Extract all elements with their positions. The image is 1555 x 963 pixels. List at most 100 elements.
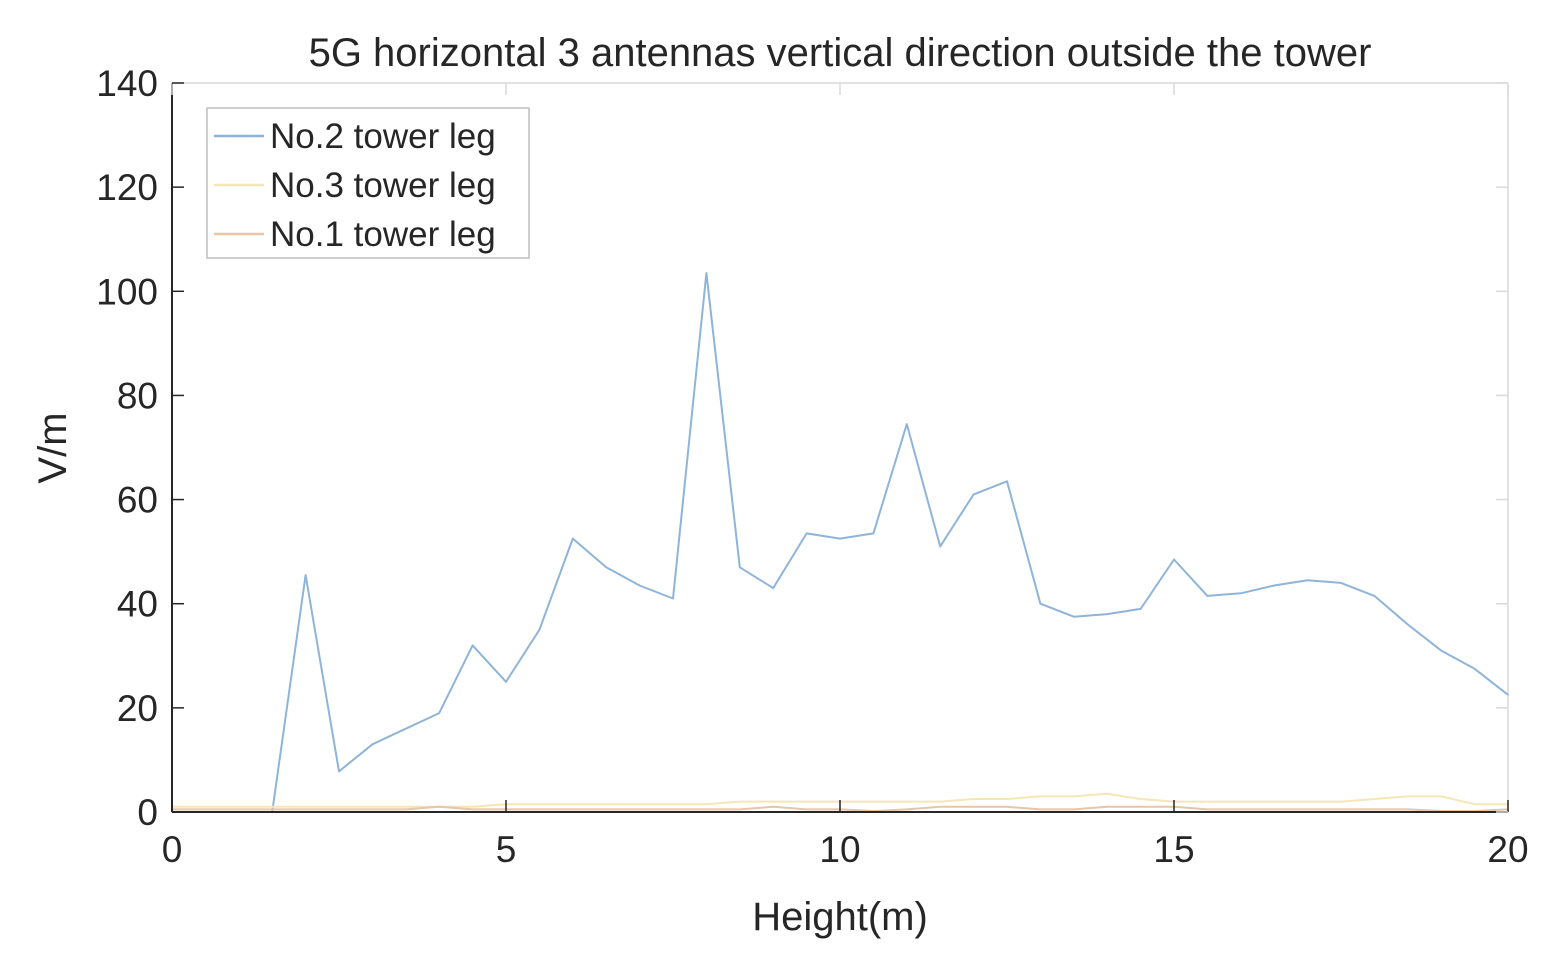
- data-point: [739, 800, 741, 803]
- data-point: [1206, 800, 1209, 803]
- data-point: [1206, 808, 1209, 811]
- data-point: [204, 806, 207, 808]
- data-point: [705, 808, 708, 811]
- y-tick-label: 120: [96, 167, 158, 208]
- legend-label: No.3 tower leg: [270, 166, 496, 205]
- data-point: [605, 808, 607, 811]
- data-point: [538, 808, 541, 811]
- data-point: [338, 808, 340, 811]
- data-point: [304, 808, 307, 811]
- data-point: [304, 574, 307, 576]
- data-point: [1073, 808, 1075, 811]
- data-point: [1340, 582, 1342, 584]
- y-tick-label: 100: [96, 271, 158, 312]
- data-point: [1039, 602, 1042, 605]
- data-point: [839, 537, 841, 540]
- y-axis-label: V/m: [31, 412, 75, 483]
- data-point: [638, 803, 641, 805]
- data-point: [906, 423, 908, 425]
- data-point: [972, 798, 975, 800]
- data-point: [1407, 808, 1409, 811]
- data-point: [638, 584, 641, 587]
- legend-label: No.1 tower leg: [270, 215, 496, 254]
- data-point: [1139, 608, 1142, 610]
- data-point: [338, 806, 340, 808]
- x-tick-label: 20: [1487, 829, 1528, 870]
- legend-items: No.2 tower leg No.3 tower leg No.1 tower l…: [214, 117, 496, 254]
- data-point: [1273, 584, 1275, 587]
- legend-item-1: No.2 tower leg: [214, 117, 496, 156]
- legend: No.2 tower leg No.3 tower leg No.1 tower l…: [206, 107, 530, 259]
- data-point: [572, 537, 574, 540]
- data-point: [1440, 795, 1442, 798]
- data-point: [538, 803, 541, 805]
- y-tick-label: 0: [137, 792, 158, 833]
- data-point: [1273, 808, 1275, 811]
- data-point: [805, 532, 808, 535]
- data-point: [939, 800, 941, 803]
- data-point: [1006, 806, 1008, 808]
- data-point: [238, 806, 240, 808]
- data-point: [1340, 800, 1342, 803]
- data-point: [238, 808, 240, 811]
- x-tick-label: 10: [819, 829, 860, 870]
- data-point: [605, 803, 607, 805]
- legend-item-3: No.1 tower leg: [214, 215, 496, 254]
- x-tick-label: 5: [496, 829, 517, 870]
- data-point: [972, 493, 975, 496]
- data-point: [1306, 579, 1309, 582]
- data-point: [1173, 558, 1175, 561]
- data-point: [304, 806, 307, 808]
- data-point: [739, 808, 741, 811]
- data-point: [1373, 798, 1376, 800]
- data-point: [1106, 613, 1108, 615]
- y-tick-label: 80: [117, 375, 158, 416]
- data-point: [1407, 623, 1409, 626]
- x-tick-label: 0: [162, 829, 183, 870]
- data-point: [1240, 808, 1242, 811]
- data-point: [471, 806, 474, 808]
- data-point: [1139, 798, 1142, 800]
- data-point: [1240, 592, 1242, 595]
- data-point: [1006, 798, 1008, 800]
- data-point: [1373, 595, 1376, 597]
- legend-label: No.2 tower leg: [270, 117, 496, 156]
- data-point: [1407, 795, 1409, 798]
- data-point: [1340, 808, 1342, 811]
- legend-item-2: No.3 tower leg: [214, 166, 496, 205]
- data-point: [438, 806, 441, 808]
- data-point: [1473, 803, 1476, 805]
- data-point: [471, 808, 474, 811]
- data-point: [505, 681, 507, 683]
- data-point: [538, 629, 541, 631]
- data-point: [772, 806, 774, 808]
- data-point: [1039, 795, 1042, 798]
- data-point: [872, 800, 875, 803]
- data-point: [638, 808, 641, 811]
- data-point: [271, 808, 274, 811]
- data-point: [204, 808, 207, 811]
- data-point: [1006, 480, 1008, 483]
- data-point: [471, 644, 474, 647]
- y-tick-label: 20: [117, 688, 158, 729]
- y-tick-label: 40: [117, 584, 158, 625]
- data-point: [1073, 795, 1075, 798]
- data-point: [672, 803, 674, 805]
- y-tick-label: 140: [96, 63, 158, 104]
- data-point: [972, 806, 975, 808]
- data-point: [371, 808, 374, 811]
- data-point: [906, 808, 908, 811]
- data-point: [1306, 808, 1309, 811]
- data-point: [405, 806, 407, 808]
- data-point: [672, 597, 674, 600]
- data-point: [739, 566, 741, 569]
- x-axis-label: Height(m): [752, 895, 928, 939]
- data-point: [1206, 595, 1209, 597]
- data-point: [438, 712, 441, 714]
- data-point: [772, 587, 774, 589]
- data-point: [1440, 649, 1442, 652]
- data-point: [338, 770, 340, 773]
- x-axis-ticks: 0 5 10 15 20: [162, 83, 1529, 870]
- data-point: [705, 803, 708, 805]
- data-point: [572, 803, 574, 805]
